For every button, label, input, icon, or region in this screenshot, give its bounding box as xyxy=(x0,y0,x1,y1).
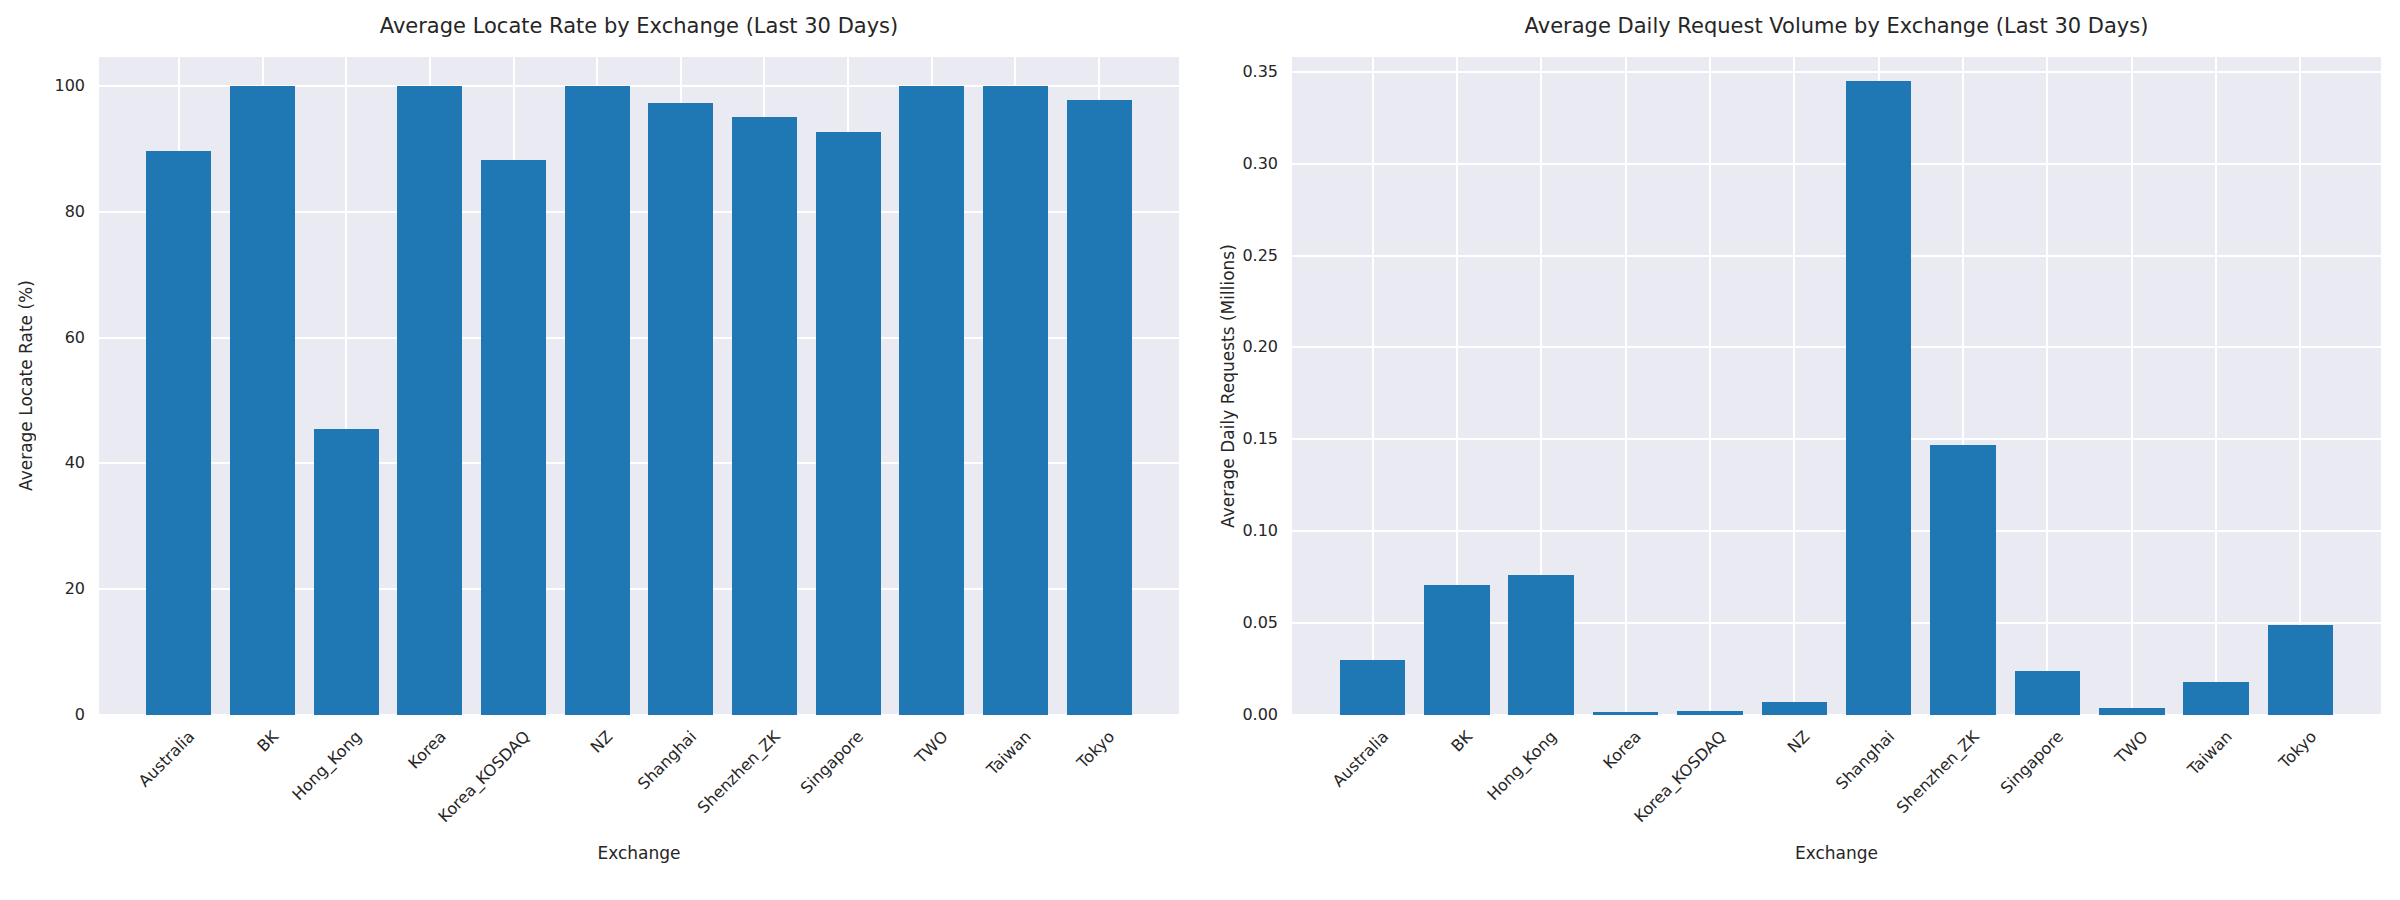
bar-Australia xyxy=(1340,660,1406,715)
bar-Singapore xyxy=(2015,671,2081,715)
x-gridline xyxy=(2299,57,2301,715)
x-tick-label: Australia xyxy=(135,727,198,790)
plot-area xyxy=(1292,57,2381,715)
x-tick-label: Shenzhen_ZK xyxy=(694,727,784,817)
figure: Average Locate Rate by Exchange (Last 30… xyxy=(0,0,2400,900)
y-tick-label: 0 xyxy=(0,705,85,725)
y-tick-label: 0.20 xyxy=(1200,337,1278,357)
bar-Shenzhen_ZK xyxy=(1930,445,1996,715)
x-tick-label: Shenzhen_ZK xyxy=(1892,727,1982,817)
y-tick-label: 0.00 xyxy=(1200,705,1278,725)
x-tick-label: Korea xyxy=(404,727,450,773)
y-axis-label: Average Locate Rate (%) xyxy=(16,57,36,715)
bar-Tokyo xyxy=(1067,100,1132,715)
x-gridline xyxy=(2131,57,2133,715)
x-tick-label: Hong_Kong xyxy=(289,727,366,804)
y-tick-label: 0.25 xyxy=(1200,246,1278,266)
x-tick-label: Tokyo xyxy=(2275,727,2320,772)
x-tick-label: Shanghai xyxy=(1832,727,1898,793)
request-volume-chart: Average Daily Request Volume by Exchange… xyxy=(1200,0,2400,900)
bar-Korea_KOSDAQ xyxy=(481,160,546,715)
x-gridline xyxy=(1625,57,1627,715)
y-tick-label: 0.30 xyxy=(1200,154,1278,174)
x-tick-label: Australia xyxy=(1329,727,1392,790)
bar-Shenzhen_ZK xyxy=(732,117,797,715)
x-tick-label: NZ xyxy=(1784,727,1814,757)
x-tick-label: Hong_Kong xyxy=(1484,727,1561,804)
bar-Korea_KOSDAQ xyxy=(1677,711,1743,715)
bar-Tokyo xyxy=(2268,625,2334,715)
bar-Singapore xyxy=(816,132,881,715)
bar-Korea xyxy=(397,86,462,715)
y-tick-label: 0.15 xyxy=(1200,429,1278,449)
chart-title: Average Locate Rate by Exchange (Last 30… xyxy=(99,14,1179,38)
plot-area xyxy=(99,57,1179,715)
bar-TWO xyxy=(899,86,964,715)
x-gridline xyxy=(2046,57,2048,715)
bar-Australia xyxy=(146,151,211,715)
bar-BK xyxy=(1424,585,1490,715)
y-tick-label: 100 xyxy=(0,76,85,96)
x-tick-label: TWO xyxy=(2111,727,2151,767)
bar-NZ xyxy=(565,86,630,715)
x-gridline xyxy=(1793,57,1795,715)
y-tick-label: 40 xyxy=(0,453,85,473)
x-axis-label: Exchange xyxy=(99,843,1179,863)
x-tick-label: Singapore xyxy=(1996,727,2067,798)
x-tick-label: Shanghai xyxy=(634,727,700,793)
y-tick-label: 0.10 xyxy=(1200,521,1278,541)
x-tick-label: BK xyxy=(253,727,282,756)
locate-rate-chart: Average Locate Rate by Exchange (Last 30… xyxy=(0,0,1200,900)
bar-Hong_Kong xyxy=(314,429,379,715)
y-tick-label: 20 xyxy=(0,579,85,599)
x-tick-label: Taiwan xyxy=(983,727,1035,779)
bar-Hong_Kong xyxy=(1508,575,1574,715)
bar-Shanghai xyxy=(1846,81,1912,715)
x-gridline xyxy=(2215,57,2217,715)
x-tick-label: Singapore xyxy=(797,727,868,798)
bar-BK xyxy=(230,86,295,715)
x-tick-label: Tokyo xyxy=(1073,727,1118,772)
x-tick-label: Korea xyxy=(1600,727,1646,773)
x-tick-label: TWO xyxy=(911,727,951,767)
y-tick-label: 0.05 xyxy=(1200,613,1278,633)
y-tick-label: 0.35 xyxy=(1200,62,1278,82)
bar-Korea xyxy=(1593,712,1659,715)
x-tick-label: Korea_KOSDAQ xyxy=(434,727,533,826)
x-tick-label: NZ xyxy=(587,727,617,757)
x-tick-label: Korea_KOSDAQ xyxy=(1630,727,1729,826)
y-tick-label: 60 xyxy=(0,328,85,348)
chart-title: Average Daily Request Volume by Exchange… xyxy=(1292,14,2381,38)
x-tick-label: Taiwan xyxy=(2184,727,2236,779)
bar-Taiwan xyxy=(983,86,1048,715)
bar-Taiwan xyxy=(2183,682,2249,715)
x-axis-label: Exchange xyxy=(1292,843,2381,863)
y-tick-label: 80 xyxy=(0,202,85,222)
x-gridline xyxy=(1372,57,1374,715)
bar-NZ xyxy=(1762,702,1828,715)
bar-TWO xyxy=(2099,708,2165,715)
x-tick-label: BK xyxy=(1448,727,1477,756)
x-gridline xyxy=(1709,57,1711,715)
bar-Shanghai xyxy=(648,103,713,715)
